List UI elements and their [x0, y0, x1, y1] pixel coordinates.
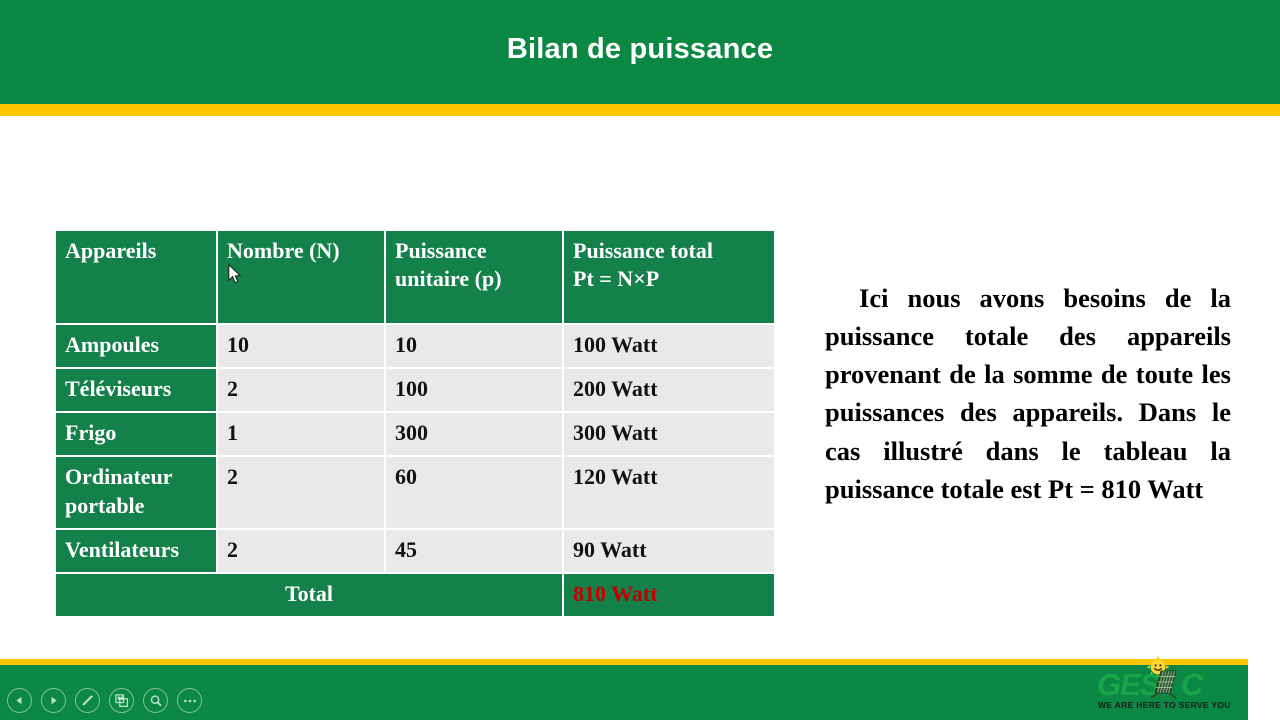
cell-nombre: 1	[218, 413, 384, 456]
pen-icon	[80, 693, 95, 708]
total-value: 810 Watt	[564, 573, 774, 617]
zoom-button[interactable]	[143, 688, 168, 713]
triangle-left-icon	[14, 695, 25, 706]
table-header-row: Appareils Nombre (N) Puissance unitaire …	[56, 231, 774, 323]
table-row: Ventilateurs 2 45 90 Watt	[56, 529, 774, 572]
column-header-appareils: Appareils	[56, 231, 216, 323]
slide-header-band	[0, 0, 1280, 104]
gesac-logo: GESAC WE ARE HERE TO SERVE YOU	[1097, 655, 1231, 713]
presenter-toolbar	[7, 688, 202, 713]
more-options-button[interactable]	[177, 688, 202, 713]
column-header-puissance-unitaire-line1: Puissance	[395, 238, 487, 263]
pen-tool-button[interactable]	[75, 688, 100, 713]
cell-total: 120 Watt	[564, 457, 774, 528]
triangle-right-icon	[48, 695, 59, 706]
logo-tagline: WE ARE HERE TO SERVE YOU	[1098, 700, 1231, 710]
column-header-puissance-total: Puissance total Pt = N×P	[564, 231, 774, 323]
logo-word-part1: GES	[1097, 667, 1160, 702]
cell-appareil: Ordinateur portable	[56, 457, 216, 528]
header-accent-rule	[0, 104, 1280, 116]
ellipsis-icon	[183, 698, 197, 704]
cell-unitaire: 300	[386, 413, 562, 456]
table-row: Frigo 1 300 300 Watt	[56, 413, 774, 456]
logo-word-part2: C	[1180, 667, 1203, 702]
cell-nombre: 10	[218, 325, 384, 368]
table-total-row: Total 810 Watt	[56, 573, 774, 617]
column-header-nombre: Nombre (N)	[218, 231, 384, 323]
cell-appareil: Ampoules	[56, 325, 216, 368]
footer-band	[0, 665, 1248, 720]
cell-nombre: 2	[218, 529, 384, 572]
column-header-puissance-unitaire: Puissance unitaire (p)	[386, 231, 562, 323]
power-balance-table: Appareils Nombre (N) Puissance unitaire …	[54, 229, 776, 619]
cell-total: 200 Watt	[564, 369, 774, 412]
column-header-puissance-unitaire-line2: unitaire (p)	[395, 266, 502, 292]
total-label: Total	[56, 573, 562, 617]
solar-panel-icon	[1147, 669, 1181, 699]
mouse-cursor	[228, 263, 243, 286]
logo-wordmark: GESAC	[1097, 669, 1227, 700]
cell-unitaire: 10	[386, 325, 562, 368]
table-row: Ampoules 10 10 100 Watt	[56, 325, 774, 368]
magnifier-icon	[149, 694, 163, 708]
cell-unitaire: 100	[386, 369, 562, 412]
footer-accent-rule	[0, 659, 1248, 665]
column-header-puissance-total-line2: Pt = N×P	[573, 266, 660, 292]
cell-appareil: Frigo	[56, 413, 216, 456]
table-row: Téléviseurs 2 100 200 Watt	[56, 369, 774, 412]
previous-slide-button[interactable]	[7, 688, 32, 713]
cell-nombre: 2	[218, 457, 384, 528]
cell-appareil: Téléviseurs	[56, 369, 216, 412]
cell-appareil: Ventilateurs	[56, 529, 216, 572]
cell-total: 300 Watt	[564, 413, 774, 456]
grid-slides-icon	[114, 693, 129, 708]
explanation-paragraph: Ici nous avons besoins de la puissance t…	[825, 283, 1231, 504]
all-slides-button[interactable]	[109, 688, 134, 713]
next-slide-button[interactable]	[41, 688, 66, 713]
cell-total: 90 Watt	[564, 529, 774, 572]
slide-title: Bilan de puissance	[506, 32, 774, 65]
column-header-puissance-total-line1: Puissance total	[573, 238, 713, 263]
table-row: Ordinateur portable 2 60 120 Watt	[56, 457, 774, 528]
cell-unitaire: 45	[386, 529, 562, 572]
cell-total: 100 Watt	[564, 325, 774, 368]
cell-unitaire: 60	[386, 457, 562, 528]
cell-nombre: 2	[218, 369, 384, 412]
